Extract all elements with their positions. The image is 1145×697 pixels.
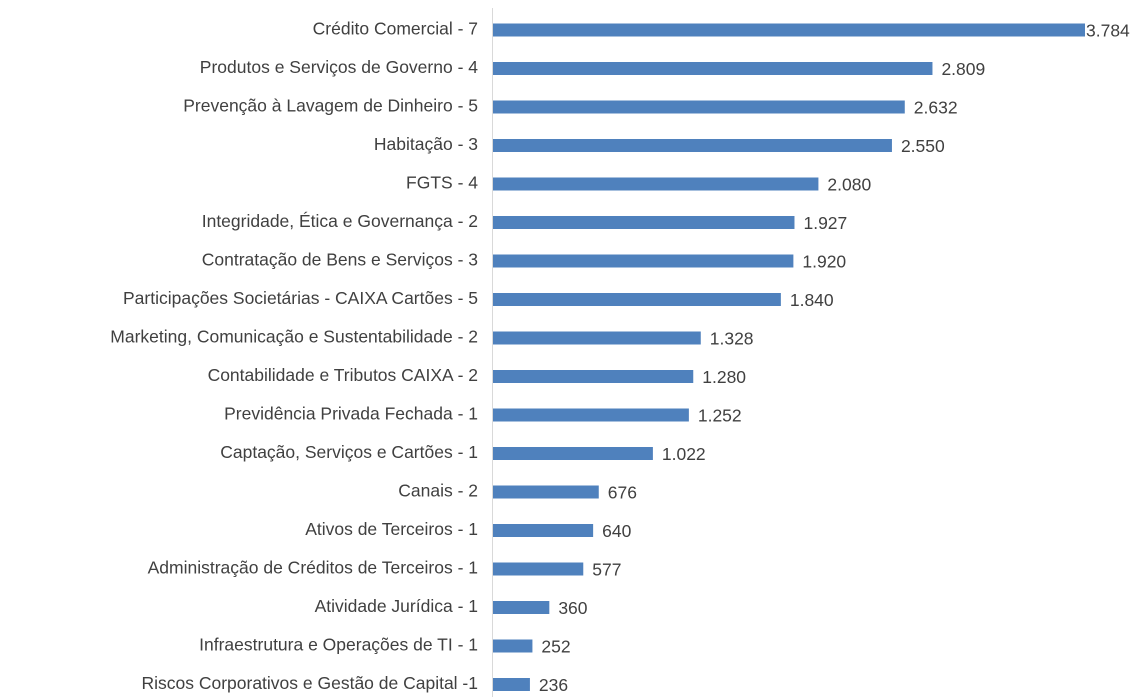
value-label: 236 bbox=[539, 675, 568, 695]
bar bbox=[493, 447, 653, 460]
category-label: Crédito Comercial - 7 bbox=[313, 19, 478, 39]
value-label: 640 bbox=[602, 521, 631, 541]
category-label: Canais - 2 bbox=[398, 481, 478, 501]
category-label: Contratação de Bens e Serviços - 3 bbox=[202, 250, 478, 270]
value-label: 1.280 bbox=[702, 367, 746, 387]
bar bbox=[493, 562, 584, 576]
category-label: Marketing, Comunicação e Sustentabilidad… bbox=[110, 327, 478, 347]
bar bbox=[493, 331, 701, 345]
bar bbox=[493, 678, 530, 691]
value-label: 360 bbox=[558, 598, 587, 618]
bar bbox=[493, 485, 599, 499]
category-label: Captação, Serviços e Cartões - 1 bbox=[220, 442, 478, 462]
bar bbox=[493, 139, 892, 152]
bar bbox=[493, 408, 689, 422]
category-label: Integridade, Ética e Governança - 2 bbox=[202, 211, 478, 231]
value-label: 676 bbox=[608, 483, 637, 503]
category-label: Habitação - 3 bbox=[374, 134, 478, 154]
bar bbox=[493, 23, 1085, 37]
bar bbox=[493, 601, 550, 614]
value-label: 3.784 bbox=[1086, 21, 1130, 41]
value-label: 2.809 bbox=[941, 59, 985, 79]
category-label: Participações Societárias - CAIXA Cartõe… bbox=[123, 288, 478, 308]
category-label: Ativos de Terceiros - 1 bbox=[305, 519, 478, 539]
category-label: Produtos e Serviços de Governo - 4 bbox=[200, 57, 478, 77]
bar bbox=[493, 100, 905, 114]
bar bbox=[493, 254, 794, 268]
category-label: Previdência Privada Fechada - 1 bbox=[224, 404, 478, 424]
value-label: 252 bbox=[541, 637, 570, 657]
bar bbox=[493, 639, 533, 653]
category-label: Infraestrutura e Operações de TI - 1 bbox=[199, 635, 478, 655]
value-label: 1.252 bbox=[698, 406, 742, 426]
bar bbox=[493, 62, 933, 75]
value-label: 2.080 bbox=[827, 175, 871, 195]
category-label: FGTS - 4 bbox=[406, 173, 478, 193]
category-label: Prevenção à Lavagem de Dinheiro - 5 bbox=[183, 96, 478, 116]
bar bbox=[493, 293, 781, 306]
value-label: 2.632 bbox=[914, 98, 958, 118]
value-label: 1.328 bbox=[710, 329, 754, 349]
value-label: 1.927 bbox=[803, 213, 847, 233]
bar bbox=[493, 216, 795, 229]
category-label: Administração de Créditos de Terceiros -… bbox=[148, 558, 478, 578]
value-label: 1.840 bbox=[790, 290, 834, 310]
category-label: Riscos Corporativos e Gestão de Capital … bbox=[141, 673, 478, 693]
category-label: Atividade Jurídica - 1 bbox=[315, 596, 478, 616]
category-label: Contabilidade e Tributos CAIXA - 2 bbox=[208, 365, 478, 385]
bar bbox=[493, 524, 594, 537]
bar bbox=[493, 177, 819, 191]
value-label: 2.550 bbox=[901, 136, 945, 156]
value-label: 1.920 bbox=[802, 252, 846, 272]
value-label: 1.022 bbox=[662, 444, 706, 464]
value-label: 577 bbox=[592, 560, 621, 580]
bar bbox=[493, 370, 694, 383]
